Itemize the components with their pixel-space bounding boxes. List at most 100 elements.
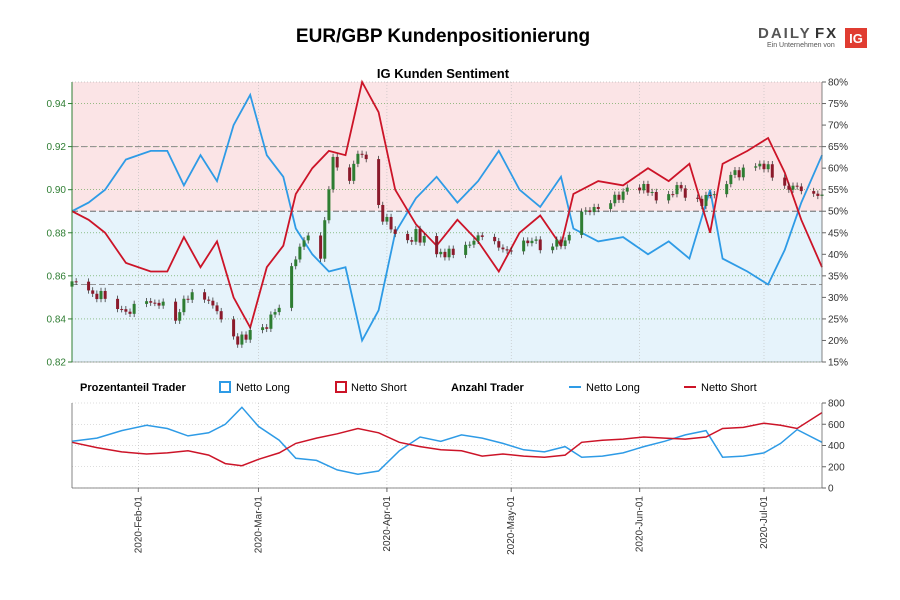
candle-body [273,312,277,315]
right-tick-label: 50% [828,207,848,218]
candle-body [207,299,211,301]
candle-body [418,229,422,243]
candle-body [236,336,240,345]
candle-body [733,170,737,175]
candle-body [480,235,484,237]
candle-body [244,334,248,340]
left-tick-label: 0.86 [47,271,67,282]
candle-body [708,194,712,196]
main-panel-candles [70,150,824,348]
right-tick-label: 80% [828,78,848,89]
candle-body [190,292,194,300]
candle-body [770,164,774,178]
candle-body [621,191,625,200]
candle-body [795,185,799,187]
main-panel-sentiment-lines [71,79,823,344]
lower-panel-axes: 0 200 400 600 800 2020-Feb-01 2020-Mar-01 2020-… [71,399,845,555]
candle-body [799,186,803,192]
left-tick-label: 0.82 [47,358,67,369]
candle-body [435,236,439,255]
right-tick-label: 25% [828,314,848,325]
candle-body [356,153,360,164]
candle-body [174,301,178,321]
candle-body [526,240,530,244]
date-tick-label: 2020-Apr-01 [382,496,393,552]
candle-body [754,166,758,168]
candle-body [153,302,157,304]
logo-badge: IG [849,31,863,46]
candle-body [584,210,588,212]
candle-body [103,290,107,299]
candle-body [791,185,795,190]
candle-body [613,194,617,204]
logo-brand-left: DAILY [758,25,812,42]
candle-body [530,240,534,244]
right-tick-label: 15% [828,358,848,369]
candle-body [787,185,791,190]
legend-pct-short-swatch [335,381,347,393]
candle-body [145,301,149,304]
candle-body [120,309,124,311]
legend: Prozentanteil Trader Netto Long Netto Sh… [80,381,757,394]
candle-body [812,191,816,194]
candle-body [269,314,273,329]
candle-body [182,298,186,313]
candle-body [712,194,716,196]
right-tick-label: 30% [828,293,848,304]
candle-body [298,246,302,260]
candle-body [451,248,455,255]
candle-body [443,251,447,258]
candle-body [472,240,476,245]
candle-body [91,290,95,294]
candle-body [538,239,542,251]
candle-body [335,156,339,168]
candle-body [567,234,571,241]
lower-tick-label: 200 [828,462,845,473]
candle-body [124,309,128,312]
left-tick-label: 0.88 [47,228,67,239]
candle-body [638,187,642,191]
candle-body [617,194,621,200]
lower-tick-label: 0 [828,484,834,495]
candle-body [215,305,219,312]
candle-body [588,210,592,213]
right-tick-label: 35% [828,271,848,282]
legend-pct-heading: Prozentanteil Trader [80,382,186,394]
candle-body [323,220,327,259]
candle-body [389,216,393,230]
left-tick-label: 0.84 [47,314,67,325]
candle-body [157,302,161,306]
candle-body [497,241,501,248]
candle-body [232,319,236,337]
lower-panel-count-lines [71,406,823,475]
candle-body [87,281,91,291]
candle-body [700,198,704,206]
candle-body [729,174,733,185]
candle-body [331,156,335,190]
candle-body [650,191,654,193]
candle-body [468,244,472,246]
candle-body [766,164,770,170]
candle-body [327,189,331,221]
right-tick-label: 55% [828,185,848,196]
left-tick-label: 0.94 [47,99,67,110]
legend-count-short-label: Netto Short [701,382,757,394]
candle-body [265,327,269,329]
candle-body [783,177,787,186]
candle-body [302,240,306,247]
candle-body [683,188,687,198]
legend-pct-short-label: Netto Short [351,382,407,394]
candle-body [186,298,190,300]
candle-body [306,235,310,241]
candle-body [816,193,820,196]
legend-pct-long-label: Netto Long [236,382,290,394]
lower-panel-grid [72,402,822,489]
left-tick-label: 0.90 [47,185,67,196]
date-tick-label: 2020-Jul-01 [759,496,770,549]
legend-pct-long-swatch [219,381,231,393]
logo-brand-right: FX [815,25,838,42]
candle-body [178,312,182,321]
candle-body [240,334,244,345]
candle-body [377,159,381,205]
